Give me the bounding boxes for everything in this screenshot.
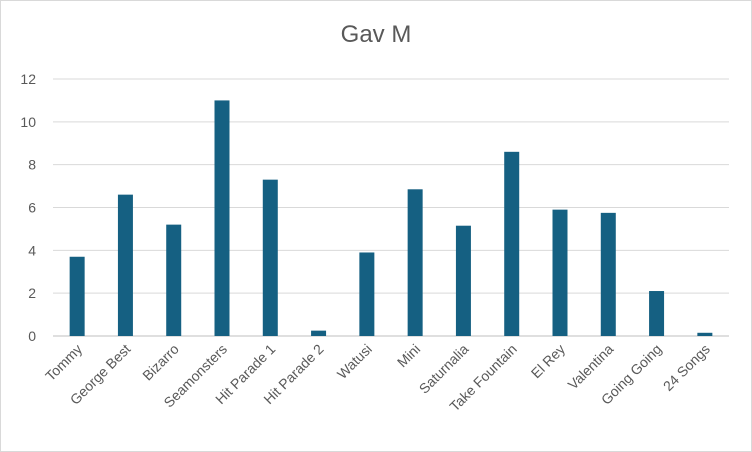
chart-title: Gav M (340, 21, 412, 48)
bar (504, 151, 520, 336)
y-tick-label: 8 (28, 157, 36, 173)
bar (359, 252, 375, 336)
y-tick-label: 2 (28, 285, 36, 301)
x-tick-label: Bizarro (139, 341, 182, 384)
y-axis-ticks: 0 2 4 6 8 10 12 (20, 71, 36, 344)
bar (214, 100, 230, 337)
bar (117, 194, 133, 336)
y-tick-label: 12 (20, 71, 36, 87)
y-tick-label: 10 (20, 114, 36, 130)
x-tick-label: Watusi (334, 341, 375, 382)
bars (69, 100, 713, 337)
bar (69, 256, 85, 336)
x-tick-label: Mini (394, 341, 423, 370)
y-tick-label: 0 (28, 328, 36, 344)
x-tick-label: 24 Songs (660, 341, 713, 394)
gridlines (53, 78, 729, 337)
bar (166, 224, 182, 336)
bar (311, 330, 327, 336)
x-tick-label: Tommy (42, 341, 85, 384)
y-tick-label: 6 (28, 200, 36, 216)
bar (600, 212, 616, 336)
bar (697, 332, 713, 336)
x-tick-label: El Rey (528, 341, 568, 381)
bar (262, 179, 278, 336)
bar (649, 291, 665, 336)
bar (407, 189, 423, 336)
bar (455, 225, 471, 336)
y-tick-label: 4 (28, 242, 36, 258)
bar (552, 209, 568, 336)
